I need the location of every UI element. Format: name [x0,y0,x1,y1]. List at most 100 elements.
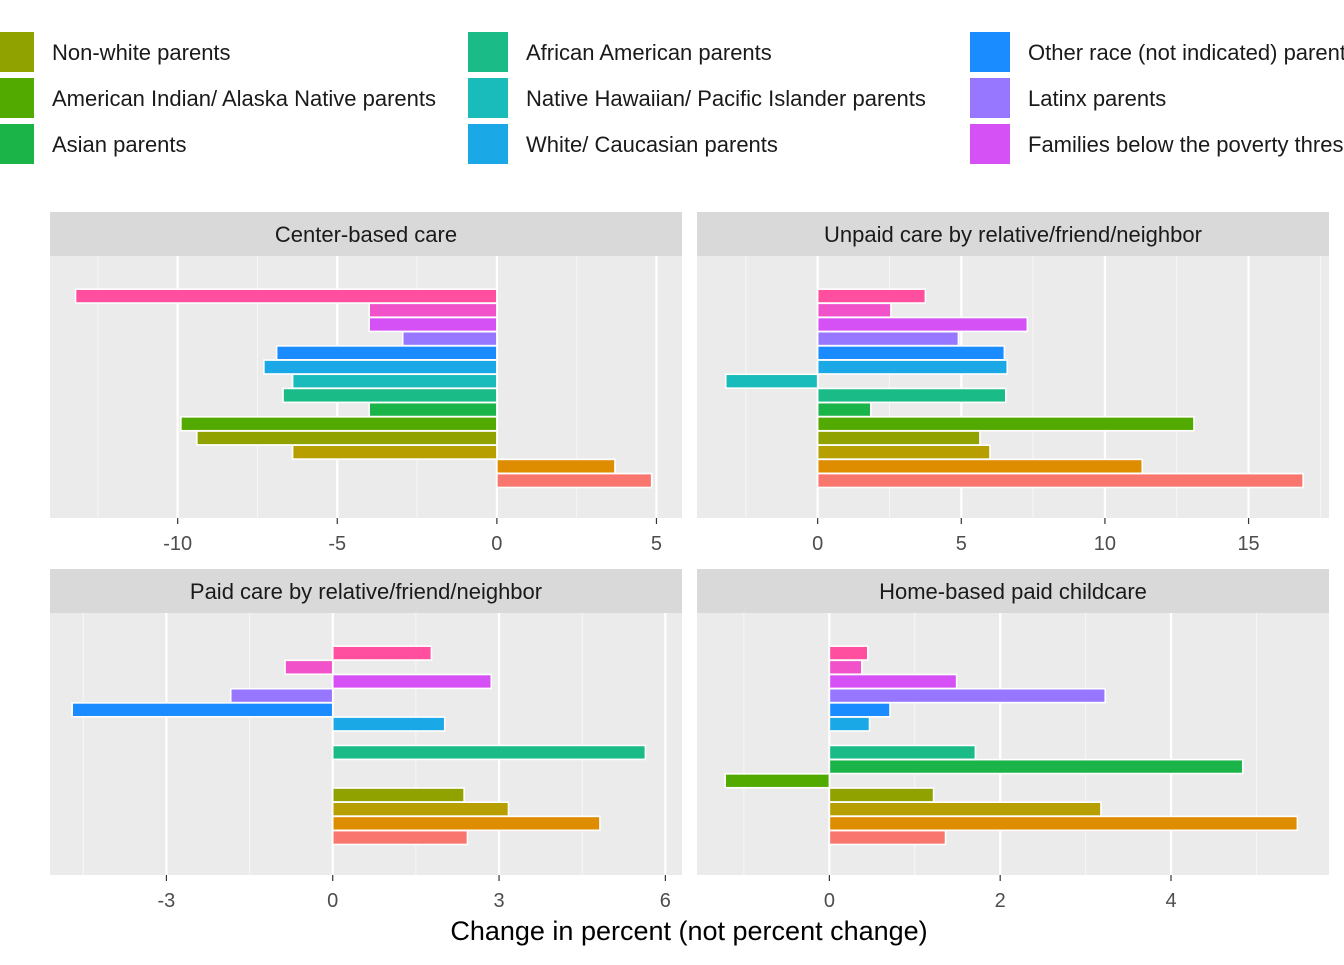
legend-entry: Native Hawaiian/ Pacific Islander parent… [468,78,926,118]
tick-label: 0 [824,890,835,912]
bar [496,458,616,475]
bar [816,288,927,304]
legend-key-swatch [970,78,1010,118]
bar [816,302,892,319]
legend-label: Other race (not indicated) parents [1028,40,1344,65]
tick-label: 5 [956,533,967,555]
tick-label: 0 [812,533,823,555]
tick-label: 10 [1094,533,1116,555]
bar [275,345,498,361]
legend-key-swatch [468,124,508,164]
bar [401,330,498,347]
facet-strip [50,212,682,256]
legend-entry: White/ Caucasian parents [468,124,778,164]
tick-label: -5 [328,533,346,555]
facet-title: Unpaid care by relative/friend/neighbor [824,222,1202,247]
facet-strip [697,569,1329,613]
bar [724,373,819,389]
bar [828,829,947,846]
tick-label: 6 [660,890,671,912]
bar [816,330,960,347]
legend-label: Non-white parents [52,40,231,65]
bar [331,744,647,761]
legend-entry: Non-white parents [0,32,231,72]
facet-panel: Home-based paid childcare 0 2 4 [697,569,1329,912]
bar [816,458,1144,475]
bar [368,302,498,319]
bar [828,744,977,761]
tick-label: 2 [995,890,1006,912]
bar [331,801,510,817]
bar [180,416,498,432]
bar [828,687,1107,704]
tick-label: 0 [491,533,502,555]
bar [828,673,958,690]
legend-key-swatch [0,78,34,118]
bar [331,815,601,832]
legend-key-swatch [0,124,34,164]
legend-key-swatch [970,124,1010,164]
legend-entry: Other race (not indicated) parents [970,32,1344,72]
facet-title: Home-based paid childcare [879,579,1147,604]
bar [816,345,1006,361]
bar [816,316,1029,333]
bar [816,472,1304,489]
bar [331,673,493,690]
legend-key-swatch [0,32,34,72]
tick-label: 15 [1237,533,1259,555]
facet-panel: Paid care by relative/friend/neighbor -3 0… [50,569,682,912]
facet-title: Center-based care [275,222,457,247]
bar [828,758,1244,775]
bar [282,387,498,404]
legend-entry: Families below the poverty threshold [970,124,1344,164]
bar [196,430,498,446]
tick-label: -10 [163,533,192,555]
bar [496,472,653,489]
legend: Non-white parents American Indian/ Alaska… [0,32,1344,164]
bar [331,645,433,661]
bar [71,702,334,718]
bar [828,659,863,676]
legend-key-swatch [468,78,508,118]
bar [828,716,871,732]
facet-title: Paid care by relative/friend/neighbor [190,579,542,604]
bar [331,829,469,846]
bar [816,416,1195,432]
bar [828,645,869,661]
legend-key-swatch [468,32,508,72]
legend-label: African American parents [526,40,772,65]
bar [828,801,1102,817]
legend-label: Native Hawaiian/ Pacific Islander parent… [526,86,926,111]
legend-label: Families below the poverty threshold [1028,132,1344,157]
bar [828,787,935,803]
bar [263,359,498,375]
bar [816,359,1009,375]
bar [724,773,831,789]
legend-label: White/ Caucasian parents [526,132,778,157]
bar [816,387,1007,404]
bar [828,702,891,718]
legend-label: Latinx parents [1028,86,1166,111]
facet-strip [697,212,1329,256]
facet-strip [50,569,682,613]
bar [816,430,981,446]
tick-label: 4 [1165,890,1176,912]
bar [368,316,498,333]
legend-label: American Indian/ Alaska Native parents [52,86,436,111]
bar [828,815,1299,832]
tick-label: -3 [158,890,176,912]
x-axis-title: Change in percent (not percent change) [450,916,927,946]
tick-label: 0 [327,890,338,912]
bar [291,444,498,460]
bar [816,401,872,418]
bar [229,687,334,704]
facet-panel: Unpaid care by relative/friend/neighbor 0… [697,212,1329,555]
legend-entry: American Indian/ Alaska Native parents [0,78,436,118]
bar [331,716,446,732]
legend-entry: Asian parents [0,124,187,164]
panel-background [697,613,1329,875]
legend-label: Asian parents [52,132,187,157]
bar [816,444,991,460]
